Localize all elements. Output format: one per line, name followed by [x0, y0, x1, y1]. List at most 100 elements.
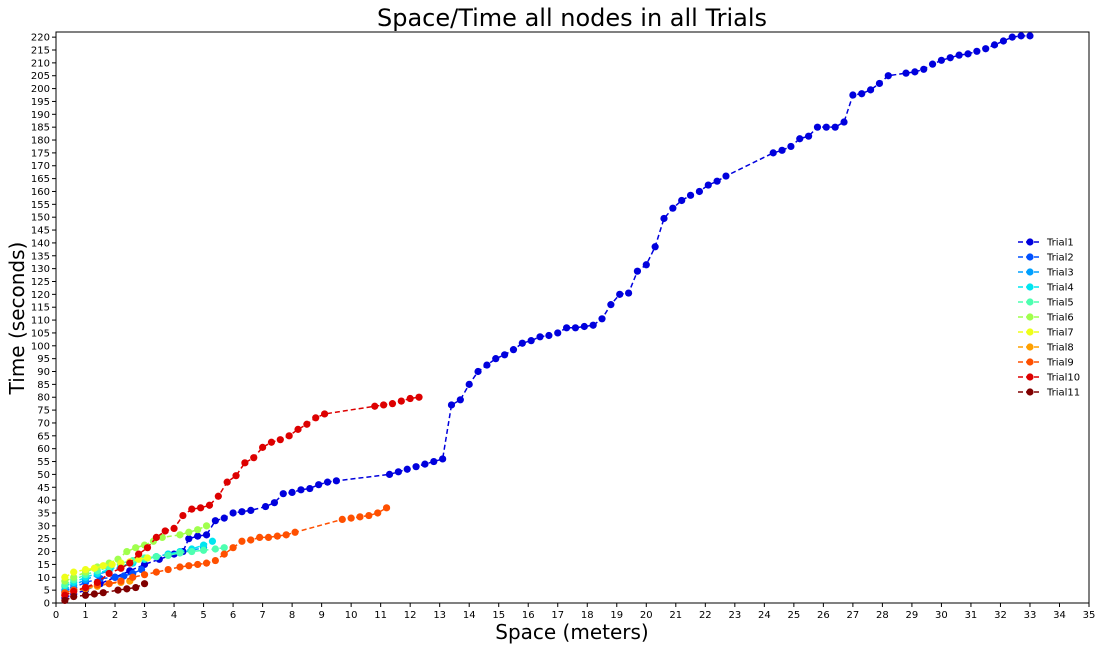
data-point — [152, 568, 160, 576]
data-point — [624, 289, 633, 297]
data-point — [822, 123, 830, 131]
y-tick-label: 15 — [37, 560, 50, 571]
data-point — [285, 432, 293, 440]
y-tick-label: 195 — [31, 97, 50, 108]
x-tick-label: 20 — [640, 610, 653, 621]
data-point — [695, 187, 704, 196]
legend-marker — [1026, 313, 1034, 321]
data-point — [306, 484, 314, 493]
x-tick-label: 11 — [374, 610, 387, 621]
data-point — [220, 514, 228, 522]
data-point — [849, 91, 857, 99]
data-point — [114, 586, 122, 594]
series-layer — [61, 32, 1034, 605]
x-tick-label: 16 — [522, 610, 535, 621]
data-point — [279, 490, 287, 498]
data-point — [140, 571, 149, 579]
data-point — [267, 438, 276, 446]
legend-item-trial2: Trial2 — [1018, 253, 1074, 264]
data-point — [509, 346, 518, 354]
y-tick-label: 145 — [31, 226, 50, 237]
series-line — [64, 557, 148, 578]
y-tick-label: 5 — [44, 586, 50, 597]
x-tick-label: 13 — [433, 610, 446, 621]
data-point — [937, 56, 946, 64]
data-point — [704, 181, 712, 189]
y-tick-label: 85 — [37, 380, 50, 391]
data-point — [1026, 32, 1034, 40]
data-point — [61, 591, 69, 599]
data-point — [385, 470, 394, 478]
data-point — [197, 504, 205, 512]
data-point — [247, 536, 255, 544]
x-tick-label: 22 — [699, 610, 712, 621]
data-point — [273, 532, 281, 540]
data-point — [111, 573, 119, 581]
legend-label: Trial7 — [1046, 328, 1074, 339]
data-point — [185, 528, 193, 536]
legend-label: Trial8 — [1046, 343, 1074, 354]
legend-label: Trial3 — [1046, 268, 1074, 279]
x-tick-label: 24 — [758, 610, 771, 621]
data-point — [315, 481, 323, 489]
data-point — [229, 544, 237, 552]
data-point — [161, 527, 169, 535]
data-point — [143, 554, 152, 562]
legend-item-trial4: Trial4 — [1018, 283, 1074, 294]
x-tick-label: 33 — [1024, 610, 1037, 621]
legend-label: Trial5 — [1046, 298, 1074, 309]
data-point — [421, 460, 429, 468]
data-point — [93, 578, 101, 587]
y-tick-label: 0 — [44, 599, 50, 610]
data-point — [642, 261, 650, 269]
data-point — [70, 587, 78, 596]
y-tick-label: 30 — [37, 521, 50, 532]
x-tick-label: 26 — [817, 610, 830, 621]
data-point — [347, 514, 355, 522]
data-point — [338, 515, 346, 524]
y-tick-label: 40 — [37, 496, 50, 507]
legend-marker — [1026, 298, 1034, 306]
x-tick-label: 4 — [171, 610, 177, 621]
x-axis-title: Space (meters) — [495, 620, 649, 644]
data-point — [126, 559, 134, 567]
data-point — [722, 172, 730, 180]
y-tick-label: 130 — [31, 264, 50, 275]
x-tick-label: 7 — [259, 610, 265, 621]
data-point — [188, 505, 196, 513]
data-point — [135, 550, 143, 558]
y-axis-title: Time (seconds) — [5, 242, 29, 396]
data-point — [81, 565, 90, 574]
y-tick-label: 125 — [31, 277, 50, 288]
data-point — [158, 533, 166, 542]
legend-item-trial10: Trial10 — [1018, 373, 1080, 384]
data-point — [911, 68, 919, 76]
data-point — [132, 583, 140, 592]
data-point — [589, 321, 597, 329]
legend-item-trial7: Trial7 — [1018, 328, 1074, 339]
data-point — [518, 339, 526, 347]
data-point — [117, 564, 125, 572]
data-point — [61, 596, 69, 605]
series-trial11 — [61, 580, 149, 605]
data-point — [382, 504, 391, 512]
x-tick-label: 21 — [669, 610, 682, 621]
data-point — [403, 465, 411, 473]
legend-marker — [1026, 283, 1034, 291]
data-point — [769, 149, 777, 157]
y-tick-label: 95 — [37, 354, 50, 365]
legend-item-trial1: Trial1 — [1018, 238, 1074, 249]
y-tick-label: 25 — [37, 534, 50, 545]
data-point — [129, 573, 137, 581]
x-tick-label: 27 — [847, 610, 860, 621]
data-point — [545, 331, 553, 340]
data-point — [241, 459, 249, 467]
legend-marker — [1026, 388, 1034, 396]
data-point — [179, 511, 187, 520]
x-tick-label: 34 — [1053, 610, 1066, 621]
y-tick-label: 75 — [37, 406, 50, 417]
data-point — [669, 204, 677, 212]
data-point — [194, 526, 202, 534]
data-point — [214, 492, 222, 500]
